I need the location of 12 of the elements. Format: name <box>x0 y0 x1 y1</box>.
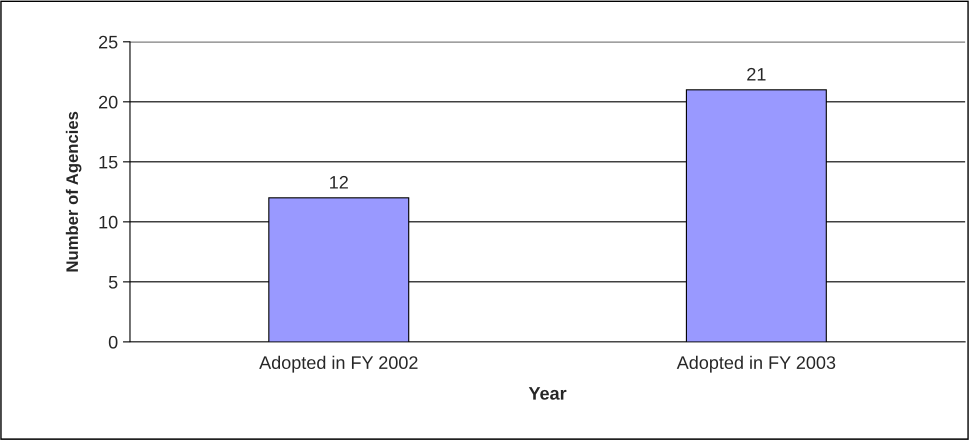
y-tick-label: 15 <box>99 156 118 169</box>
data-label: 12 <box>330 176 348 189</box>
x-axis-title: Year <box>528 387 566 400</box>
y-tick-label: 5 <box>108 276 118 289</box>
y-tick-label: 0 <box>108 336 118 349</box>
y-tick-label: 25 <box>99 36 118 49</box>
data-label: 21 <box>747 68 766 81</box>
y-axis-title: Number of Agencies <box>66 112 82 272</box>
x-tick-label: Adopted in FY 2002 <box>259 356 418 373</box>
y-tick-label: 20 <box>99 96 118 109</box>
x-tick-label: Adopted in FY 2003 <box>676 356 836 373</box>
y-tick-label: 10 <box>99 216 118 229</box>
